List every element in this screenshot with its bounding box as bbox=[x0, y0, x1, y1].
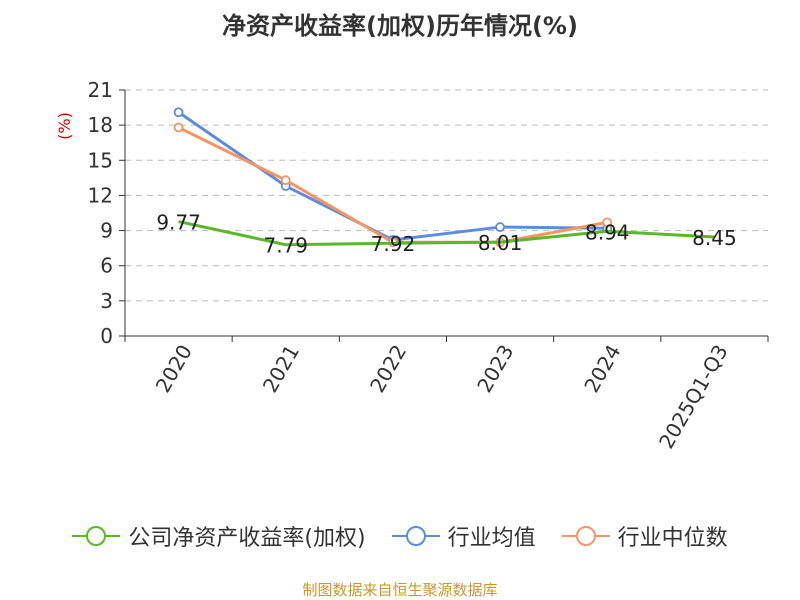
legend-item[interactable]: 行业中位数 bbox=[561, 520, 728, 552]
legend-item[interactable]: 行业均值 bbox=[391, 520, 536, 552]
source-note: 制图数据来自恒生聚源数据库 bbox=[302, 581, 498, 599]
y-tick-label: 0 bbox=[100, 324, 113, 348]
series-point bbox=[280, 175, 291, 186]
data-label: 7.79 bbox=[263, 234, 308, 258]
y-tick-label: 9 bbox=[100, 219, 113, 243]
data-labels: 9.77 7.79 7.92 8.01 8.94 8.45 bbox=[156, 211, 736, 258]
series-line bbox=[177, 126, 608, 244]
x-tick-label: 2020 bbox=[151, 341, 197, 397]
y-tick-label: 15 bbox=[88, 148, 113, 172]
x-tick-label: 2025Q1-Q3 bbox=[654, 341, 733, 453]
x-tick-label: 2022 bbox=[365, 341, 411, 397]
x-tick-label: 2024 bbox=[579, 341, 625, 397]
y-tick-label: 21 bbox=[88, 78, 113, 102]
series-point bbox=[495, 222, 505, 232]
data-label: 7.92 bbox=[371, 232, 416, 256]
series-line bbox=[178, 220, 715, 247]
legend-marker-icon bbox=[72, 526, 121, 546]
legend-circle bbox=[86, 526, 107, 546]
y-axis-unit-label: (%) bbox=[55, 112, 74, 140]
chart-title: 净资产收益率(加权)历年情况(%) bbox=[222, 12, 578, 40]
legend-marker-icon bbox=[391, 526, 440, 546]
y-tick-label: 3 bbox=[100, 289, 113, 313]
series-point bbox=[602, 217, 613, 228]
x-tick-label: 2023 bbox=[472, 341, 518, 397]
line-chart: 0 3 6 9 12 15 18 21 2020 2021 2022 2023 2024 2025Q1-Q… bbox=[55, 78, 769, 453]
data-label: 8.01 bbox=[478, 231, 523, 255]
data-label: 8.94 bbox=[585, 220, 630, 244]
legend-circle bbox=[575, 526, 596, 546]
series-point bbox=[173, 122, 184, 133]
legend-circle bbox=[405, 526, 426, 546]
legend: 公司净资产收益率(加权) 行业均值 行业中位数 bbox=[0, 520, 800, 552]
series-line bbox=[177, 111, 608, 242]
legend-label: 行业均值 bbox=[447, 526, 536, 551]
y-tick-label: 12 bbox=[88, 183, 113, 207]
series-lines bbox=[173, 107, 715, 248]
series-point bbox=[173, 107, 184, 118]
x-tick-label: 2021 bbox=[258, 341, 304, 397]
legend-item[interactable]: 公司净资产收益率(加权) bbox=[72, 520, 366, 552]
data-label: 8.45 bbox=[692, 226, 737, 250]
data-label: 9.77 bbox=[156, 211, 201, 235]
legend-label: 公司净资产收益率(加权) bbox=[128, 526, 366, 551]
y-tick-label: 18 bbox=[88, 113, 113, 137]
legend-label: 行业中位数 bbox=[617, 526, 728, 551]
y-tick-label: 6 bbox=[100, 254, 113, 278]
legend-marker-icon bbox=[561, 526, 610, 546]
grid-lines bbox=[125, 89, 768, 302]
